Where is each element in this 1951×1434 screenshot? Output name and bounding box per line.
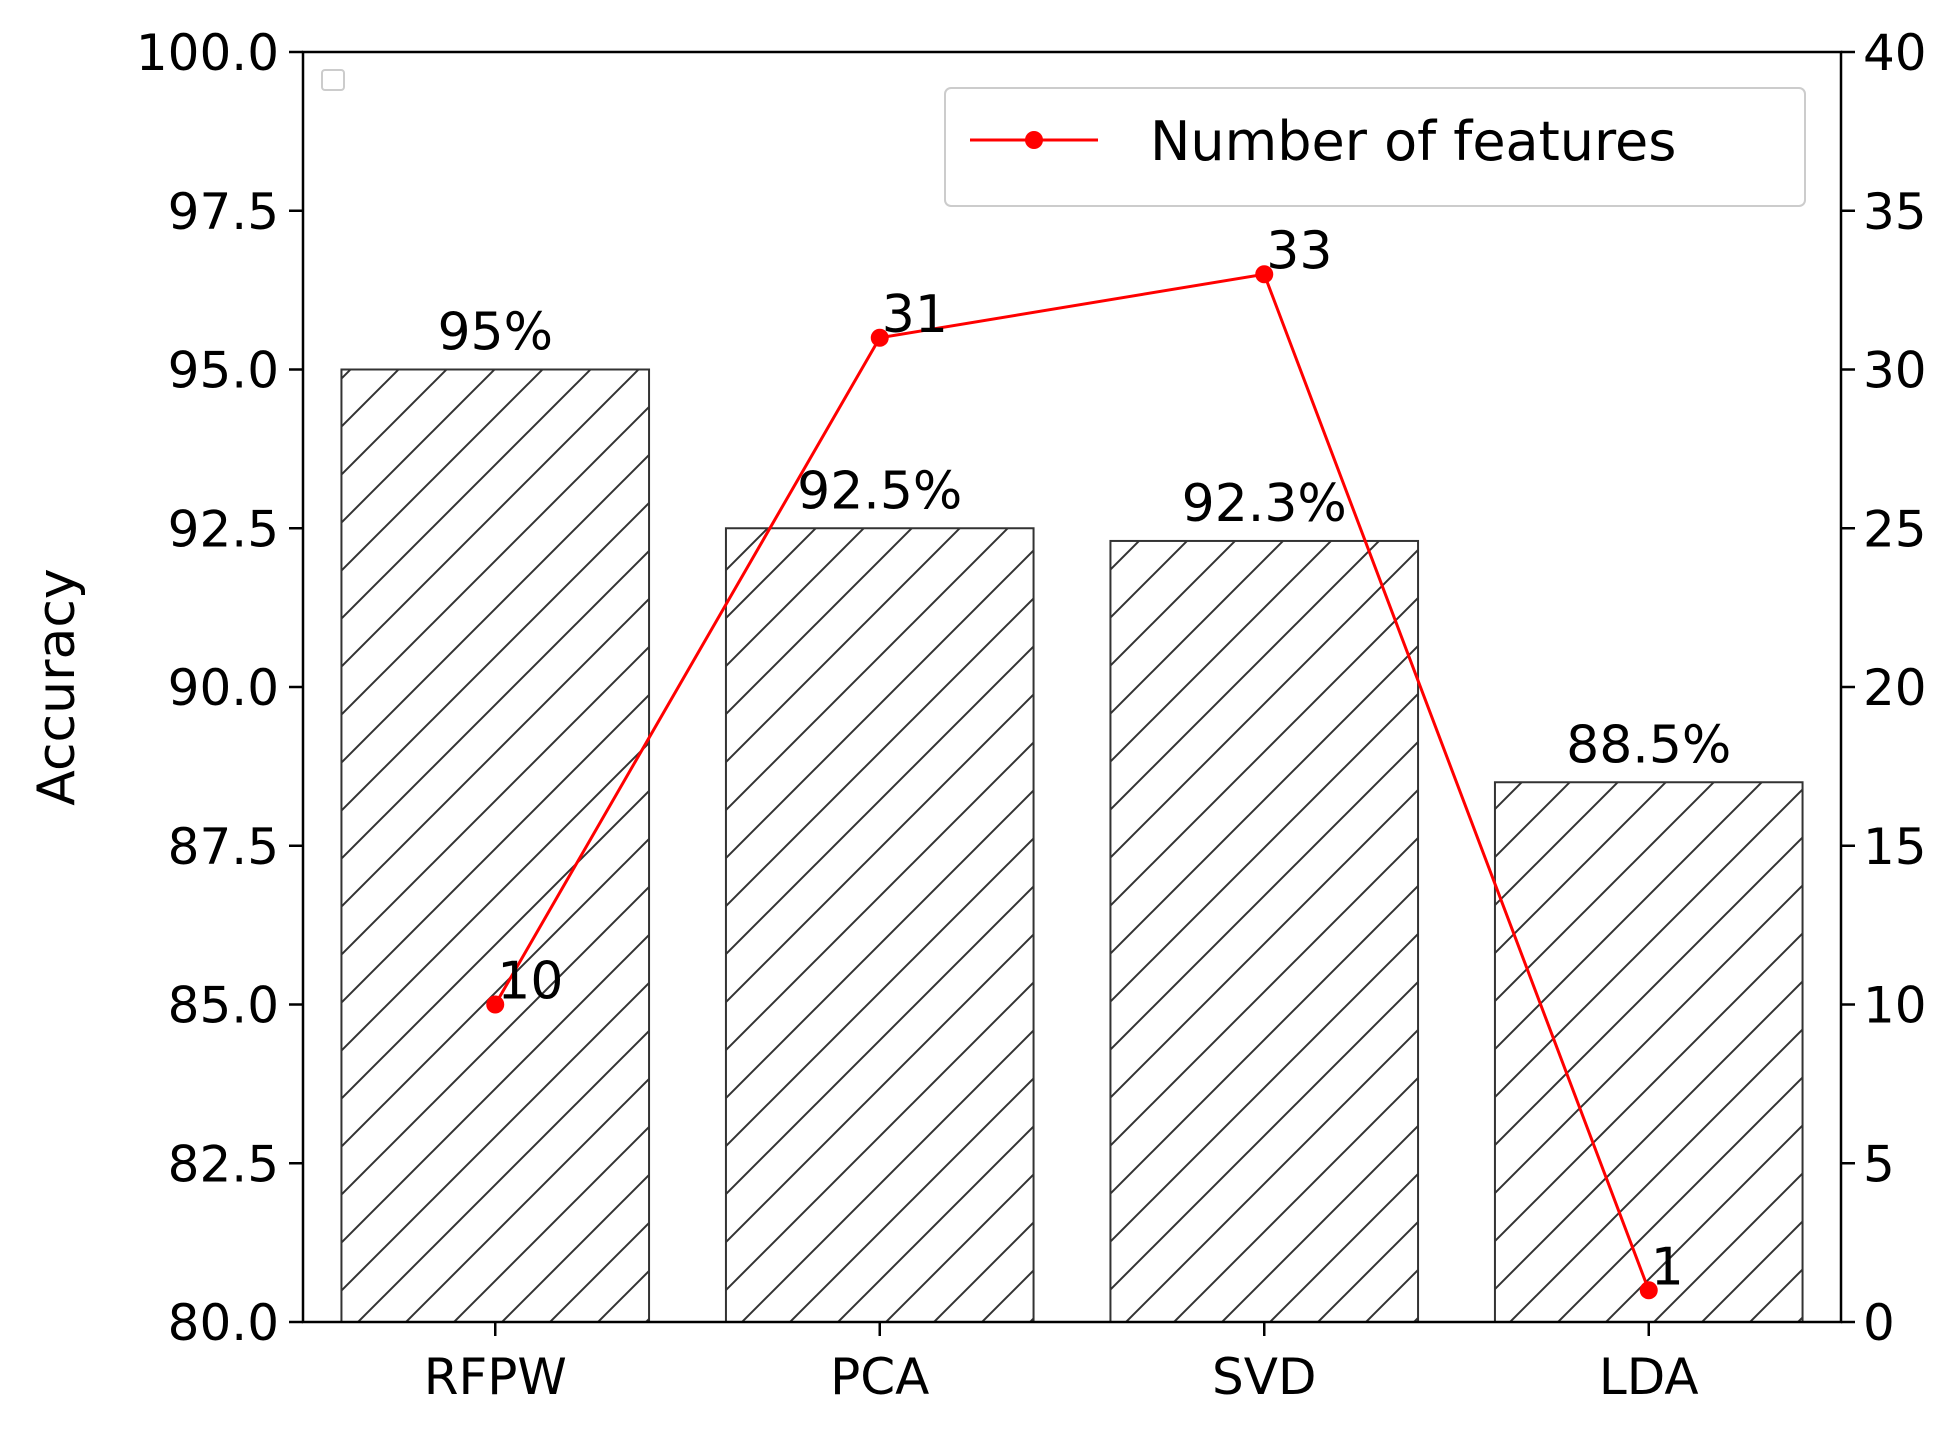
bar-label-rfpw: 95% — [437, 303, 553, 363]
empty-legend-box — [321, 69, 345, 91]
y2-tick-label: 25 — [1863, 500, 1927, 558]
labels-layer: 95% 92.5% 92.3% 88.5% 10 31 33 1 — [437, 221, 1731, 1297]
y2-tick-label: 10 — [1863, 977, 1927, 1035]
x-tick-label-rfpw: RFPW — [424, 1348, 567, 1406]
feature-point-pca — [870, 328, 889, 347]
legend: Number of features — [944, 87, 1806, 207]
y2-tick-label: 0 — [1863, 1294, 1895, 1352]
x-tick-label-lda: LDA — [1599, 1348, 1699, 1406]
feature-point-rfpw — [486, 995, 505, 1014]
y-tick-label: 82.5 — [168, 1135, 279, 1193]
y2-tick-label: 35 — [1863, 183, 1927, 241]
y-tick-label: 100.0 — [136, 24, 279, 82]
line-layer — [486, 265, 1658, 1300]
y-tick-label: 97.5 — [168, 183, 279, 241]
y-tick-label: 92.5 — [168, 500, 279, 558]
y2-tick-label: 40 — [1863, 24, 1927, 82]
axes-layer: 80.0 82.5 85.0 87.5 90.0 92.5 95.0 97.5 100.0 0 5 1… — [136, 24, 1927, 1406]
bar-label-pca: 92.5% — [797, 461, 962, 521]
y2-tick-label: 5 — [1863, 1135, 1895, 1193]
bar-label-lda: 88.5% — [1566, 715, 1731, 775]
y-axis-label: Accuracy — [27, 568, 87, 805]
y-tick-label: 80.0 — [168, 1294, 279, 1352]
legend-box — [944, 87, 1806, 207]
feature-label-rfpw: 10 — [497, 952, 563, 1012]
y2-tick-label: 30 — [1863, 342, 1927, 400]
y2-tick-label: 20 — [1863, 659, 1927, 717]
x-tick-label-pca: PCA — [830, 1348, 929, 1406]
bar-pca — [724, 527, 1035, 1323]
y2-tick-label: 15 — [1863, 818, 1927, 876]
feature-label-pca: 31 — [882, 285, 948, 345]
y-tick-label: 87.5 — [168, 818, 279, 876]
y-tick-label: 95.0 — [168, 342, 279, 400]
x-tick-label-svd: SVD — [1212, 1348, 1316, 1406]
y-tick-label: 85.0 — [168, 977, 279, 1035]
bar-label-svd: 92.3% — [1182, 474, 1347, 534]
bar-rfpw — [340, 368, 651, 1323]
legend-marker-swatch — [1025, 131, 1043, 149]
bars-layer — [340, 368, 1804, 1323]
bar-svd — [1109, 539, 1420, 1323]
feature-point-svd — [1255, 265, 1274, 284]
features-line — [493, 272, 1651, 1291]
feature-label-lda: 1 — [1651, 1237, 1684, 1297]
legend-entry-number-of-features: Number of features — [1150, 110, 1676, 173]
feature-point-lda — [1639, 1281, 1658, 1300]
y-tick-label: 90.0 — [168, 659, 279, 717]
feature-label-svd: 33 — [1266, 221, 1332, 281]
bar-lda — [1493, 781, 1804, 1323]
